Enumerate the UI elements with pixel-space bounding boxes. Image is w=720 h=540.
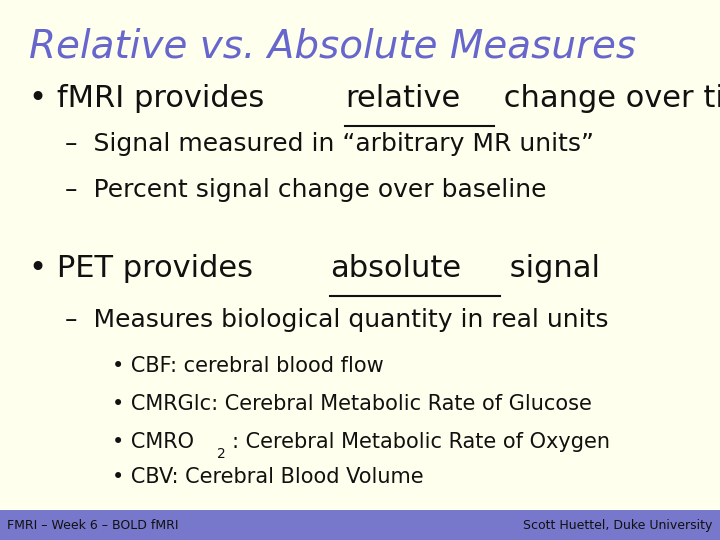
Text: relative: relative — [345, 84, 460, 113]
Text: Scott Huettel, Duke University: Scott Huettel, Duke University — [523, 519, 713, 532]
Text: • CMRO: • CMRO — [112, 432, 194, 452]
Text: –  Measures biological quantity in real units: – Measures biological quantity in real u… — [65, 308, 608, 332]
Text: • CMRGlc: Cerebral Metabolic Rate of Glucose: • CMRGlc: Cerebral Metabolic Rate of Glu… — [112, 394, 591, 414]
Text: • PET provides: • PET provides — [29, 254, 263, 283]
Text: absolute: absolute — [330, 254, 462, 283]
Text: change over time: change over time — [494, 84, 720, 113]
Text: –  Signal measured in “arbitrary MR units”: – Signal measured in “arbitrary MR units… — [65, 132, 594, 156]
Bar — [0, 510, 720, 540]
Text: : Cerebral Metabolic Rate of Oxygen: : Cerebral Metabolic Rate of Oxygen — [232, 432, 610, 452]
Text: FMRI – Week 6 – BOLD fMRI: FMRI – Week 6 – BOLD fMRI — [7, 519, 179, 532]
Text: Relative vs. Absolute Measures: Relative vs. Absolute Measures — [29, 27, 636, 65]
Text: • CBV: Cerebral Blood Volume: • CBV: Cerebral Blood Volume — [112, 467, 423, 487]
Text: • fMRI provides: • fMRI provides — [29, 84, 274, 113]
Text: –  Percent signal change over baseline: – Percent signal change over baseline — [65, 178, 546, 202]
Text: 2: 2 — [217, 447, 226, 461]
Text: • CBF: cerebral blood flow: • CBF: cerebral blood flow — [112, 356, 383, 376]
Text: signal: signal — [500, 254, 600, 283]
